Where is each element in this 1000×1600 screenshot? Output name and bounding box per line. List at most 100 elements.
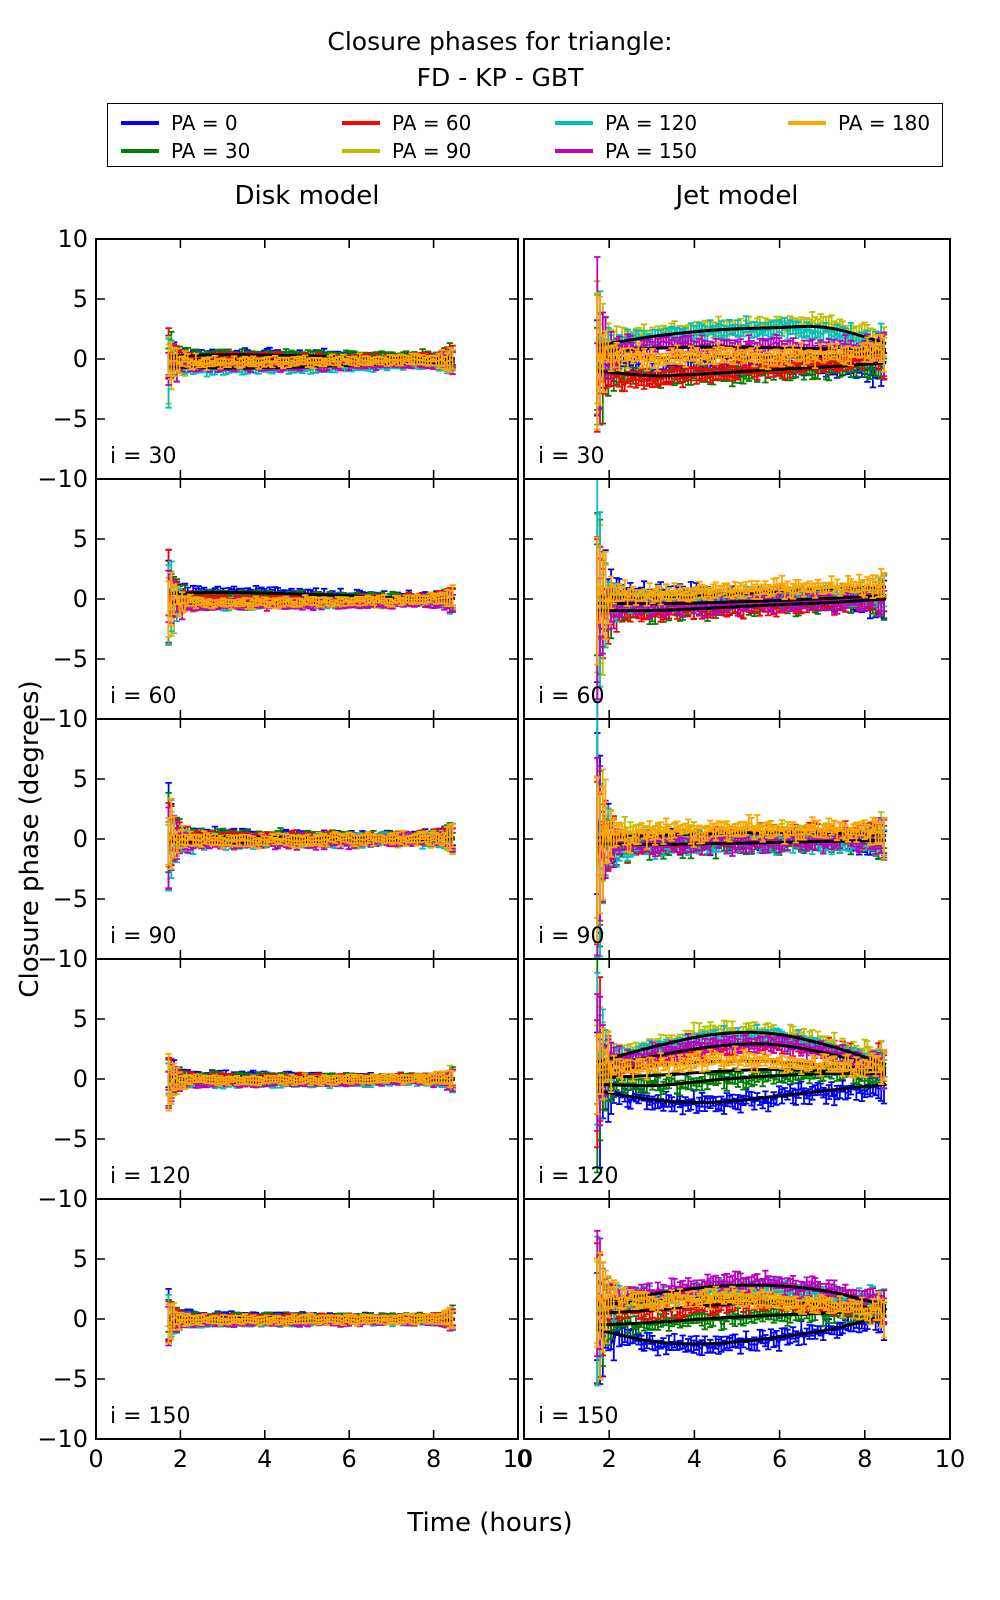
tick-marks — [96, 1199, 518, 1439]
y-tick-label: −10 — [37, 1425, 88, 1453]
panel-annotation: i = 150 — [538, 1404, 619, 1429]
series-pa-180 — [167, 593, 454, 610]
x-tick-label: 2 — [173, 1445, 188, 1473]
model-curve — [596, 838, 887, 846]
y-tick-label: 0 — [73, 585, 88, 613]
tick-marks — [524, 1199, 950, 1439]
legend-box: PA = 0 PA = 30 PA = 60 PA = 90 PA = 120 … — [107, 103, 943, 167]
model-curve — [596, 1283, 887, 1308]
y-tick-label: −5 — [53, 1125, 88, 1153]
x-tick-label: 10 — [935, 1445, 966, 1473]
tick-marks — [96, 239, 518, 479]
panel-annotation: i = 30 — [538, 444, 605, 469]
panel-annotation: i = 60 — [110, 684, 177, 709]
model-curve — [596, 361, 887, 378]
column-title-jet-model: Jet model — [675, 181, 799, 211]
legend-swatch-pa-90 — [342, 149, 380, 153]
panel-disk-i90: i = 90 −10 −5 0 5 — [37, 718, 519, 973]
panel-jet-i150: i = 150 0 2 4 6 8 10 — [516, 1198, 966, 1473]
y-tick-label: −10 — [37, 1185, 88, 1213]
series-pa-180 — [596, 341, 885, 366]
panel-jet-i90: i = 90 — [523, 718, 951, 960]
panel-disk-i150: i = 150 0 2 4 6 8 10 −10 −5 0 5 — [37, 1198, 534, 1473]
model-curve — [596, 1030, 887, 1067]
errorbars-pa-150 — [594, 757, 888, 957]
model-curve — [596, 1082, 887, 1105]
x-tick-label: 0 — [88, 1445, 103, 1473]
series-pa-180 — [167, 832, 454, 845]
y-tick-label: 0 — [73, 345, 88, 373]
legend-label-pa-30: PA = 30 — [171, 139, 251, 163]
y-tick-label: 0 — [73, 1065, 88, 1093]
y-tick-label: −5 — [53, 885, 88, 913]
x-tick-label: 2 — [602, 1445, 617, 1473]
x-tick-label: 8 — [426, 1445, 441, 1473]
errorbars-pa-150 — [165, 806, 456, 890]
panel-jet-i120: i = 120 — [523, 958, 951, 1200]
series-pa-180 — [596, 1051, 885, 1079]
legend-swatch-pa-30 — [121, 149, 159, 153]
panel-jet-i30: i = 30 — [523, 238, 951, 480]
tick-marks — [96, 719, 518, 959]
panel-disk-i120: i = 120 −10 −5 0 5 — [37, 958, 519, 1213]
legend-item-pa-180: PA = 180 — [788, 111, 930, 135]
y-tick-label: −5 — [53, 405, 88, 433]
panel-annotation: i = 120 — [110, 1164, 191, 1189]
x-tick-label: 4 — [257, 1445, 272, 1473]
model-curve — [596, 1071, 887, 1088]
model-curve — [596, 1313, 887, 1346]
panel-annotation: i = 90 — [110, 924, 177, 949]
model-curve — [596, 325, 887, 348]
legend-swatch-pa-180 — [788, 121, 826, 125]
legend-item-pa-150: PA = 150 — [555, 139, 697, 163]
legend-label-pa-0: PA = 0 — [171, 111, 238, 135]
legend-swatch-pa-0 — [121, 121, 159, 125]
errorbars-pa-60 — [594, 538, 888, 719]
series-pa-60 — [596, 349, 885, 388]
y-tick-label: −5 — [53, 1365, 88, 1393]
tick-marks — [96, 479, 518, 719]
series-pa-180 — [596, 579, 885, 606]
column-title-disk-model: Disk model — [234, 181, 380, 211]
errorbars-pa-120 — [165, 337, 456, 409]
series-pa-150 — [596, 1037, 885, 1071]
y-tick-label: 5 — [73, 525, 88, 553]
y-tick-label: 10 — [57, 225, 88, 253]
series-pa-180 — [168, 1315, 454, 1325]
panel-disk-i60: i = 60 −10 −5 0 5 — [37, 478, 519, 733]
panel-jet-i60: i = 60 — [523, 478, 951, 720]
tick-marks — [96, 959, 518, 1199]
legend-label-pa-120: PA = 120 — [605, 111, 698, 135]
errorbars-pa-180 — [165, 1052, 456, 1112]
figure-title-line1: Closure phases for triangle: — [327, 27, 673, 56]
tick-marks — [524, 239, 950, 479]
series-pa-0 — [596, 1307, 885, 1351]
legend-label-pa-60: PA = 60 — [392, 111, 472, 135]
y-tick-label: −10 — [37, 465, 88, 493]
x-axis-label: Time (hours) — [407, 1508, 573, 1538]
x-tick-label: 10 — [503, 1445, 534, 1473]
y-tick-label: 0 — [73, 1305, 88, 1333]
series-pa-180 — [596, 1289, 885, 1320]
series-pa-180 — [596, 819, 885, 861]
panel-annotation: i = 120 — [538, 1164, 619, 1189]
x-tick-label: 0 — [516, 1445, 531, 1473]
x-tick-label: 4 — [687, 1445, 702, 1473]
y-tick-label: −5 — [53, 645, 88, 673]
legend-swatch-pa-150 — [555, 149, 593, 153]
legend-label-pa-90: PA = 90 — [392, 139, 472, 163]
series-pa-180 — [167, 1075, 453, 1087]
y-tick-label: −10 — [37, 705, 88, 733]
y-tick-label: 5 — [73, 765, 88, 793]
panel-annotation: i = 90 — [538, 924, 605, 949]
tick-marks — [524, 959, 950, 1199]
panel-annotation: i = 60 — [538, 684, 605, 709]
y-tick-label: 0 — [73, 825, 88, 853]
panel-annotation: i = 30 — [110, 444, 177, 469]
panel-disk-i30: i = 30 −10 −5 0 5 10 — [37, 225, 519, 493]
errorbars-pa-180 — [594, 776, 888, 944]
model-curve — [596, 597, 887, 613]
legend-label-pa-180: PA = 180 — [838, 111, 931, 135]
